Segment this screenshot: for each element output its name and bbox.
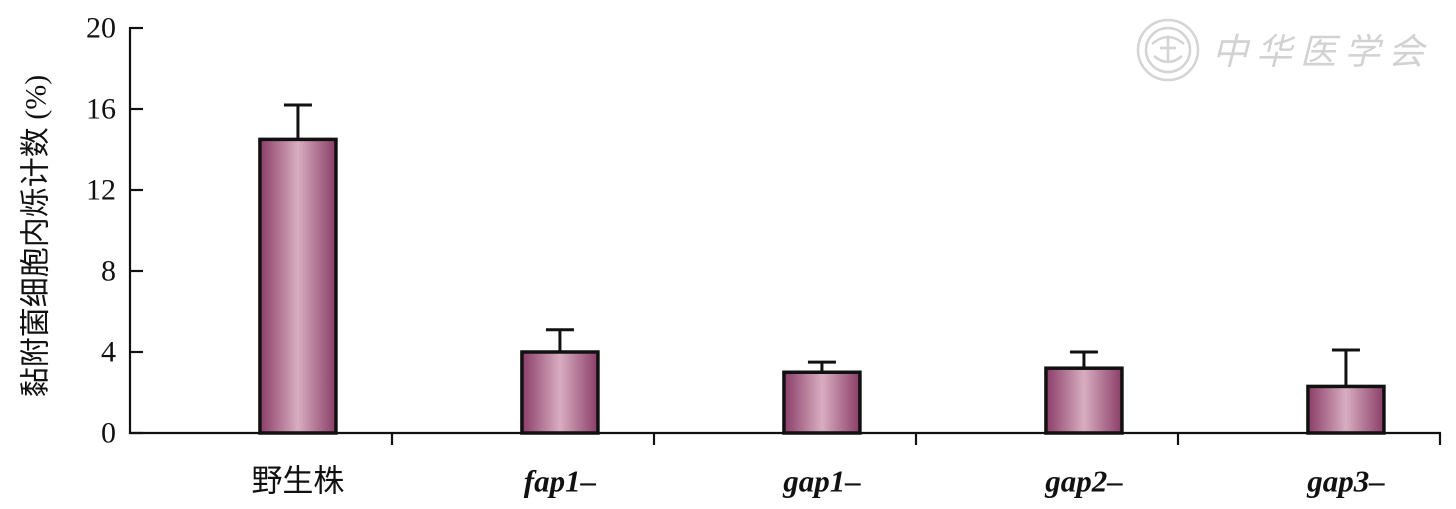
y-tick-label: 4 [101,336,116,369]
x-axis-labels: 野生株 fap1– gap1– gap2– gap3– [251,464,1385,499]
x-tick-label: fap1– [524,464,597,499]
y-tick-label: 8 [101,255,116,288]
bar [782,370,862,435]
x-tick-label: 野生株 [251,464,344,499]
x-axis-ticks [390,433,1442,445]
bars [258,137,1386,435]
y-axis-label: 黏附菌细胞内烁计数 (%) [20,75,53,397]
bar [1044,366,1124,435]
y-axis-ticks: 0 4 8 12 16 20 [86,12,143,450]
bar [258,137,338,435]
error-bars [283,103,1360,387]
watermark: 中华医学会 [1136,18,1432,82]
y-tick-label: 20 [86,12,116,45]
x-tick-label: gap3– [1306,464,1385,499]
y-tick-label: 0 [101,417,116,450]
bar [520,350,600,435]
watermark-text: 中华医学会 [1212,32,1432,73]
watermark-seal-icon [1136,18,1200,82]
x-tick-label: gap2– [1044,464,1123,499]
x-tick-label: gap1– [782,464,861,499]
bar [1306,384,1386,435]
y-tick-label: 12 [86,174,116,207]
y-tick-label: 16 [86,93,116,126]
